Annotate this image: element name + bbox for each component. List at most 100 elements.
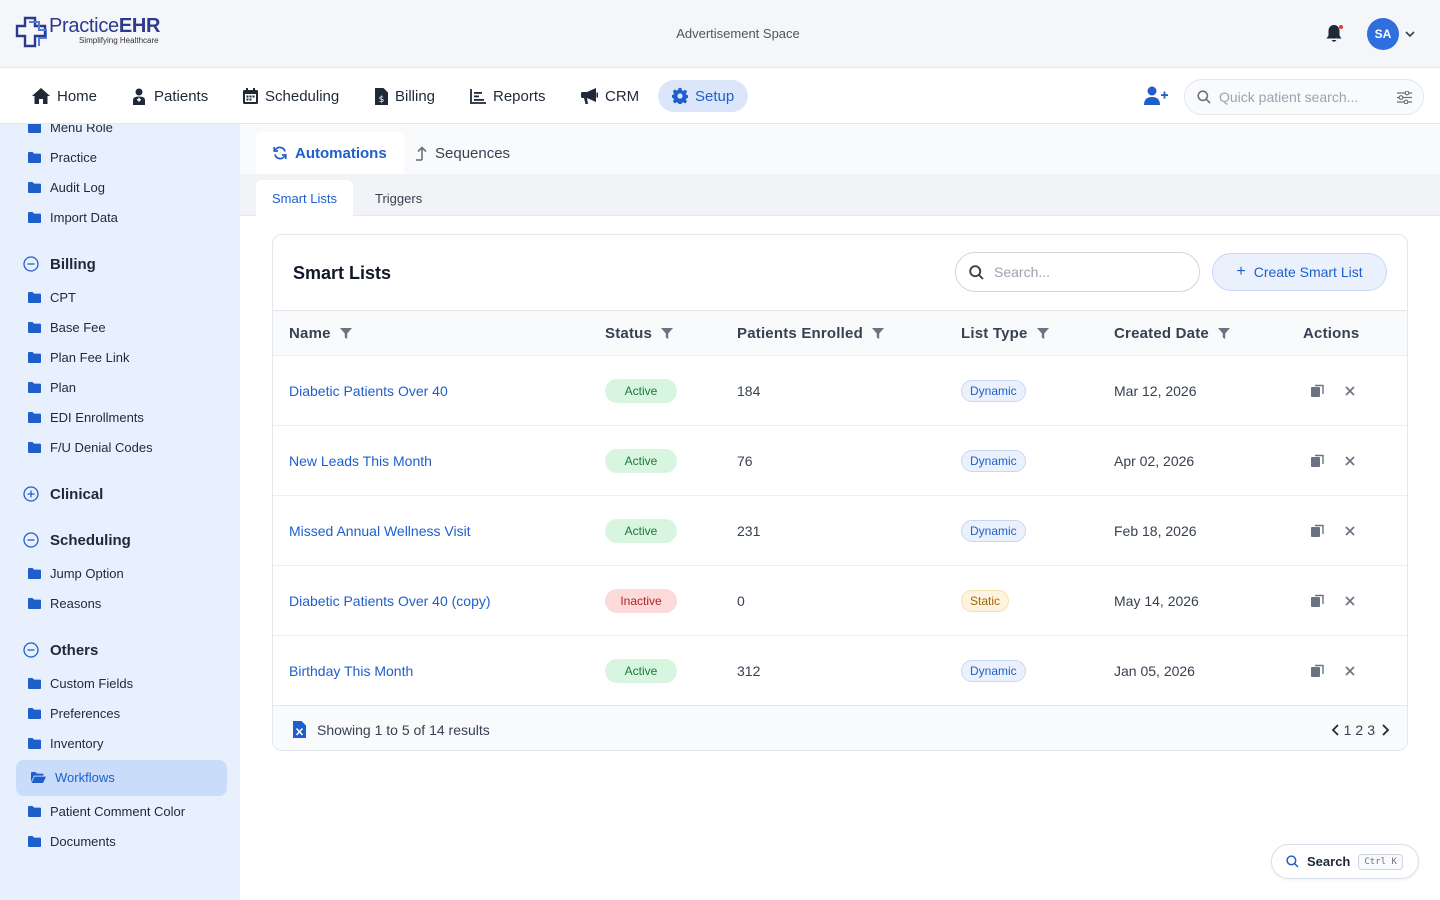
column-name[interactable]: Name — [289, 311, 352, 356]
folder-icon — [28, 181, 41, 193]
nav-patients[interactable]: Patients — [117, 80, 222, 112]
smart-list-search-input[interactable] — [994, 264, 1174, 280]
sidebar-item-custom-fields[interactable]: Custom Fields — [28, 672, 133, 694]
quick-patient-search[interactable] — [1184, 79, 1424, 115]
page-1[interactable]: 1 — [1343, 721, 1352, 738]
created-date: Apr 02, 2026 — [1114, 453, 1195, 469]
page-2[interactable]: 2 — [1355, 721, 1364, 738]
column-list-type[interactable]: List Type — [961, 311, 1049, 356]
nav-home[interactable]: Home — [18, 80, 111, 112]
sidebar-item-plan[interactable]: Plan — [28, 376, 76, 398]
nav-crm[interactable]: CRM — [567, 80, 653, 112]
nav-reports[interactable]: Reports — [456, 80, 560, 112]
logo-tagline: Simplifying Healthcare — [79, 36, 159, 45]
sidebar-item-menu-role[interactable]: Menu Role — [28, 124, 113, 138]
row-name-link[interactable]: Diabetic Patients Over 40 (copy) — [289, 593, 491, 609]
collapse-minus-icon — [23, 532, 39, 548]
column-patients-enrolled[interactable]: Patients Enrolled — [737, 311, 884, 356]
delete-x-icon[interactable] — [1341, 382, 1359, 400]
status-badge: Active — [605, 659, 677, 683]
column-status[interactable]: Status — [605, 311, 674, 356]
create-smart-list-button[interactable]: + Create Smart List — [1212, 253, 1387, 291]
smart-list-search[interactable] — [955, 252, 1200, 292]
sidebar-item-fu-denial-codes[interactable]: F/U Denial Codes — [28, 436, 153, 458]
row-name-link[interactable]: Missed Annual Wellness Visit — [289, 523, 471, 539]
sidebar-label: Documents — [50, 833, 116, 849]
filter-icon[interactable] — [1217, 328, 1230, 339]
folder-icon — [28, 707, 41, 719]
patients-enrolled: 231 — [737, 523, 761, 539]
folder-icon — [28, 351, 41, 363]
sidebar-label: Menu Role — [50, 124, 113, 135]
column-label: Actions — [1303, 325, 1360, 342]
sidebar-item-cpt[interactable]: CPT — [28, 286, 76, 308]
delete-x-icon[interactable] — [1341, 522, 1359, 540]
nav-reports-label: Reports — [493, 87, 546, 105]
filter-icon[interactable] — [339, 328, 352, 339]
sidebar-item-workflows[interactable]: Workflows — [31, 766, 115, 788]
sidebar-section-billing[interactable]: Billing — [23, 252, 96, 276]
sidebar-item-preferences[interactable]: Preferences — [28, 702, 120, 724]
sidebar-item-edi-enrollments[interactable]: EDI Enrollments — [28, 406, 144, 428]
bell-icon[interactable] — [1325, 24, 1343, 44]
patients-enrolled: 76 — [737, 453, 753, 469]
sidebar-item-practice[interactable]: Practice — [28, 146, 97, 168]
add-user-icon[interactable] — [1144, 86, 1168, 106]
nav-billing[interactable]: $ Billing — [361, 80, 449, 112]
sidebar-item-patient-comment-color[interactable]: Patient Comment Color — [28, 800, 185, 822]
copy-icon[interactable] — [1309, 662, 1327, 680]
column-created-date[interactable]: Created Date — [1114, 311, 1230, 356]
tab-sequences[interactable]: Sequences — [398, 132, 527, 174]
delete-x-icon[interactable] — [1341, 452, 1359, 470]
row-name-link[interactable]: Diabetic Patients Over 40 — [289, 383, 448, 399]
copy-icon[interactable] — [1309, 522, 1327, 540]
page-3[interactable]: 3 — [1367, 721, 1375, 738]
sidebar-item-jump-option[interactable]: Jump Option — [28, 562, 124, 584]
sidebar-label: Plan Fee Link — [50, 349, 130, 365]
sidebar-label: Reasons — [50, 595, 102, 611]
folder-icon — [28, 835, 41, 847]
sidebar-label: Practice — [50, 149, 97, 165]
practice-ehr-logo[interactable]: PracticeEHR Simplifying Healthcare — [15, 16, 160, 48]
copy-icon[interactable] — [1309, 592, 1327, 610]
sidebar-item-audit-log[interactable]: Audit Log — [28, 176, 105, 198]
filter-icon[interactable] — [661, 328, 674, 339]
pagination: 1 2 3 — [1330, 706, 1391, 750]
row-name-link[interactable]: Birthday This Month — [289, 663, 414, 679]
patients-enrolled: 0 — [737, 593, 745, 609]
filter-sliders-icon[interactable] — [1397, 90, 1412, 104]
sidebar-section-scheduling[interactable]: Scheduling — [23, 528, 131, 552]
sidebar-label: Base Fee — [50, 319, 106, 335]
filter-icon[interactable] — [871, 328, 884, 339]
chevron-right-icon[interactable] — [1379, 723, 1391, 737]
sidebar-item-base-fee[interactable]: Base Fee — [28, 316, 106, 338]
delete-x-icon[interactable] — [1341, 592, 1359, 610]
global-search-button[interactable]: Search Ctrl K — [1271, 844, 1419, 879]
tab-automations[interactable]: Automations — [256, 132, 404, 174]
sidebar-section-others[interactable]: Others — [23, 638, 98, 662]
chevron-left-icon[interactable] — [1330, 723, 1342, 737]
sidebar-section-clinical[interactable]: Clinical — [23, 482, 103, 506]
nav-scheduling[interactable]: Scheduling — [229, 80, 353, 112]
sidebar-label: Audit Log — [50, 179, 105, 195]
quick-search-input[interactable] — [1219, 89, 1389, 105]
copy-icon[interactable] — [1309, 382, 1327, 400]
sidebar-item-plan-fee-link[interactable]: Plan Fee Link — [28, 346, 130, 368]
delete-x-icon[interactable] — [1341, 662, 1359, 680]
sidebar-item-inventory[interactable]: Inventory — [28, 732, 103, 754]
chevron-down-icon[interactable] — [1404, 28, 1416, 40]
tab-triggers[interactable]: Triggers — [375, 190, 423, 206]
excel-export-icon[interactable] — [293, 721, 306, 738]
filter-icon[interactable] — [1036, 328, 1049, 339]
folder-icon — [28, 124, 41, 133]
nav-setup[interactable]: Setup — [658, 80, 749, 112]
sidebar-item-import-data[interactable]: Import Data — [28, 206, 118, 228]
row-name-link[interactable]: New Leads This Month — [289, 453, 432, 469]
home-icon — [32, 88, 50, 104]
user-avatar[interactable]: SA — [1367, 18, 1399, 50]
tab-smart-lists[interactable]: Smart Lists — [256, 180, 354, 216]
status-badge: Inactive — [605, 589, 677, 613]
sidebar-item-documents[interactable]: Documents — [28, 830, 116, 852]
sidebar-item-reasons[interactable]: Reasons — [28, 592, 101, 614]
copy-icon[interactable] — [1309, 452, 1327, 470]
